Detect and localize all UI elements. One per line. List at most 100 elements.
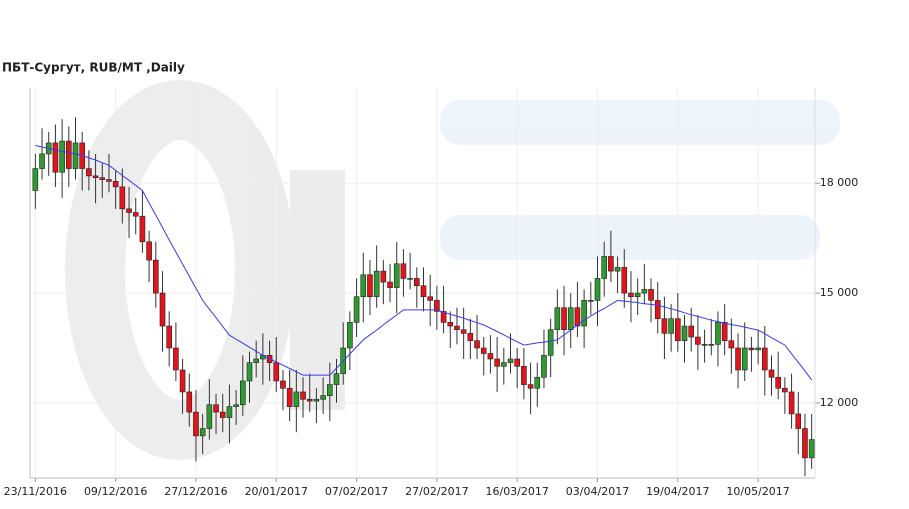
- candle-body: [193, 411, 199, 437]
- candle-body: [326, 384, 333, 396]
- candle-body: [353, 296, 360, 323]
- x-tick-label: 16/03/2017: [485, 485, 548, 498]
- candle-body: [500, 362, 507, 367]
- candle-body: [99, 177, 106, 180]
- candle-body: [373, 270, 380, 298]
- candle-body: [561, 307, 567, 330]
- candle-body: [152, 259, 159, 294]
- x-tick-label: 27/02/2017: [405, 485, 468, 498]
- candle-body: [808, 439, 815, 459]
- candle-body: [541, 355, 547, 378]
- candle-body: [179, 369, 186, 393]
- candle-body: [654, 300, 661, 320]
- candle-body: [387, 281, 393, 288]
- candle-body: [199, 428, 206, 437]
- x-tick-label: 09/12/2016: [84, 485, 147, 498]
- x-tick-label: 20/01/2017: [245, 485, 308, 498]
- candle-body: [253, 358, 260, 363]
- x-tick-label: 07/02/2017: [325, 485, 388, 498]
- candle-body: [748, 347, 755, 351]
- candle-body: [219, 411, 226, 418]
- y-tick-label: 12 000: [820, 396, 859, 409]
- candle-body: [413, 278, 420, 287]
- candle-body: [467, 333, 474, 341]
- candle-body: [360, 274, 367, 298]
- candle-body: [286, 387, 293, 407]
- candle-body: [119, 186, 126, 210]
- candle-body: [688, 325, 695, 338]
- candle-body: [65, 140, 72, 169]
- candle-body: [755, 347, 761, 351]
- candle-body: [106, 179, 112, 182]
- candle-body: [594, 278, 601, 301]
- candle-body: [621, 267, 628, 294]
- candle-body: [567, 307, 574, 330]
- candle-body: [788, 391, 795, 415]
- candle-body: [628, 292, 634, 298]
- candle-body: [173, 347, 179, 371]
- candle-body: [454, 325, 460, 330]
- candle-body: [674, 318, 681, 341]
- candle-body: [494, 358, 500, 367]
- candle-body: [447, 322, 454, 327]
- candle-body: [641, 289, 648, 294]
- candle-body: [246, 362, 253, 382]
- candle-body: [695, 336, 701, 345]
- candle-body: [527, 384, 534, 389]
- candle-body: [775, 376, 782, 389]
- candle-body: [440, 311, 447, 323]
- candle-body: [601, 256, 608, 279]
- candle-body: [273, 362, 280, 382]
- x-tick-label: 23/11/2016: [4, 485, 67, 498]
- chart-title: ПБТ-Сургут, RUB/MT ,Daily: [2, 61, 185, 75]
- candle-body: [407, 278, 413, 280]
- x-tick-label: 10/05/2017: [726, 485, 789, 498]
- candle-body: [59, 140, 65, 173]
- candle-body: [701, 344, 708, 346]
- candle-body: [86, 168, 92, 177]
- candle-body: [146, 241, 152, 261]
- x-tick-label: 03/04/2017: [566, 485, 629, 498]
- y-tick-label: 18 000: [820, 176, 859, 189]
- candle-body: [32, 168, 39, 191]
- candle-body: [186, 391, 193, 413]
- candle-body: [554, 307, 561, 330]
- candle-body: [507, 358, 514, 363]
- candle-body: [514, 358, 521, 367]
- candle-body: [547, 329, 554, 356]
- candle-body: [280, 380, 286, 389]
- candle-body: [474, 340, 480, 349]
- candle-body: [587, 300, 594, 302]
- candle-body: [761, 347, 768, 371]
- candle-body: [226, 406, 233, 418]
- candle-body: [52, 142, 59, 173]
- candle-body: [427, 296, 434, 301]
- candle-body: [239, 380, 246, 406]
- candle-body: [681, 325, 688, 341]
- candle-body: [132, 212, 139, 217]
- candle-body: [634, 292, 641, 298]
- candle-body: [795, 413, 802, 429]
- candle-body: [768, 369, 775, 378]
- candle-body: [380, 270, 387, 283]
- candle-body: [39, 153, 45, 169]
- candle-body: [480, 347, 487, 354]
- candle-body: [293, 391, 300, 407]
- candle-body: [320, 395, 326, 400]
- candle-body: [92, 175, 99, 179]
- candle-body: [487, 353, 494, 360]
- candle-body: [213, 404, 219, 413]
- candle-body: [661, 318, 668, 334]
- candle-body: [300, 391, 306, 400]
- moving-average-line: [35, 145, 813, 381]
- candle-body: [648, 289, 654, 301]
- candle-body: [139, 215, 146, 243]
- candle-body: [721, 322, 728, 341]
- candle-body: [668, 318, 674, 334]
- candle-body: [72, 142, 79, 169]
- candle-body: [782, 387, 788, 393]
- candle-body: [347, 322, 353, 349]
- candle-body: [460, 329, 467, 334]
